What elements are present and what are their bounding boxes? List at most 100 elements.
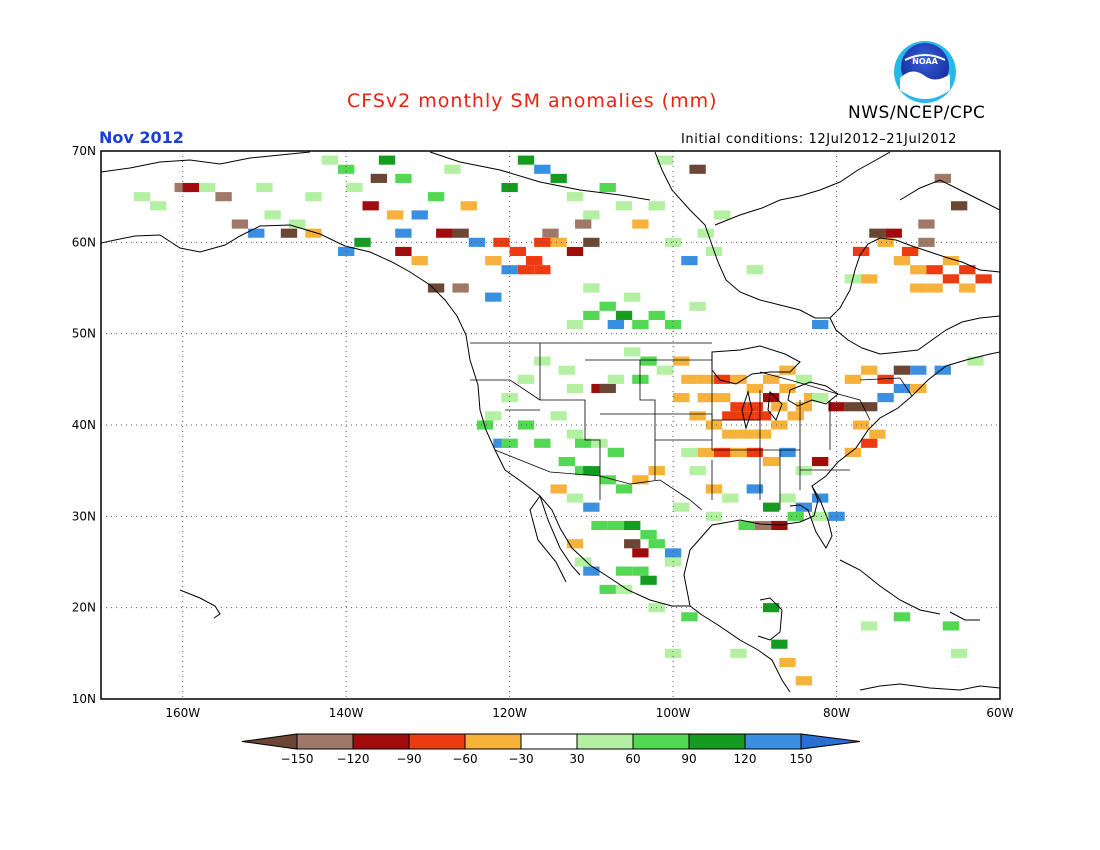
anomaly-cell: [664, 548, 682, 558]
anomaly-cell: [583, 566, 600, 576]
anomaly-cell: [280, 228, 298, 238]
anomaly-cell: [485, 411, 502, 421]
anomaly-cell: [362, 201, 379, 211]
anomaly-cell: [942, 256, 960, 266]
anomaly-cell: [697, 393, 714, 403]
lon-tick-label: 140W: [329, 706, 364, 720]
lon-tick-label: 120W: [492, 706, 527, 720]
legend-swatch: [352, 733, 410, 750]
anomaly-cell: [485, 292, 502, 302]
anomaly-cell: [705, 420, 723, 430]
anomaly-cell: [640, 530, 657, 540]
lat-tick-label: 30N: [72, 509, 96, 523]
anomaly-cell: [861, 621, 878, 631]
anomaly-cell: [150, 201, 167, 211]
legend-swatch: [576, 733, 634, 750]
anomaly-cell: [615, 201, 633, 211]
anomaly-cell: [411, 210, 428, 220]
anomaly-cell: [934, 365, 951, 375]
legend-label: −150: [281, 752, 314, 766]
anomaly-cell: [713, 447, 731, 457]
anomaly-cell: [910, 265, 927, 275]
anomaly-cell: [525, 256, 543, 266]
anomaly-cell: [615, 584, 633, 594]
legend-label: −30: [508, 752, 533, 766]
color-legend: −150 −120 −90 −60 −30 30 60 90 120 150: [241, 733, 861, 766]
anomaly-cell: [583, 310, 600, 320]
anomaly-cell: [713, 393, 731, 403]
anomaly-cell: [893, 383, 911, 394]
anomaly-cell: [934, 173, 951, 183]
anomaly-cell: [583, 210, 600, 220]
anomaly-cell: [885, 228, 902, 238]
anomaly-cell: [452, 228, 469, 238]
anomaly-cell: [215, 192, 232, 202]
anomaly-cell: [787, 411, 804, 421]
anomaly-cell: [534, 164, 551, 174]
anomaly-cell: [566, 429, 584, 439]
legend-swatch: [408, 733, 466, 750]
legend-label: −60: [452, 752, 477, 766]
lon-tick-label: 80W: [823, 706, 850, 720]
lat-tick-label: 50N: [72, 327, 96, 341]
legend-label: 30: [569, 752, 584, 766]
anomaly-cell: [460, 201, 477, 211]
anomaly-cell: [656, 155, 674, 165]
anomaly-cell: [722, 429, 739, 439]
anomaly-cell: [762, 456, 780, 467]
anomaly-cell: [738, 429, 755, 439]
coastlines: [101, 151, 1000, 693]
anomaly-cell: [730, 402, 747, 412]
anomaly-cell: [501, 265, 518, 275]
anomaly-cell: [754, 411, 772, 421]
anomaly-cell: [746, 484, 763, 494]
anomaly-cell: [656, 365, 674, 375]
anomaly-cell: [762, 502, 780, 512]
anomaly-cell: [583, 466, 600, 476]
lon-tick-label: 100W: [656, 706, 691, 720]
anomaly-cell: [517, 374, 535, 384]
anomaly-cell: [476, 420, 494, 430]
anomaly-cell: [632, 475, 649, 485]
anomaly-cell: [754, 429, 772, 439]
anomaly-cell: [877, 374, 894, 384]
anomaly-cell: [910, 383, 927, 394]
anomaly-cell: [812, 456, 829, 467]
anomaly-cell: [910, 283, 927, 293]
anomaly-cell: [534, 438, 551, 448]
anomaly-cells: [133, 155, 992, 686]
legend-swatch: [464, 733, 522, 750]
anomaly-cell: [452, 283, 469, 293]
anomaly-cell: [762, 374, 780, 384]
lat-tick-label: 70N: [72, 144, 96, 158]
anomaly-cell: [918, 219, 935, 229]
agency-label: NWS/NCEP/CPC: [848, 103, 986, 123]
anomaly-cell: [893, 612, 911, 622]
anomaly-cell: [787, 511, 804, 521]
anomaly-cell: [550, 237, 567, 247]
anomaly-cell: [566, 246, 584, 257]
chart-title: CFSv2 monthly SM anomalies (mm): [347, 90, 718, 112]
anomaly-cell: [640, 575, 657, 585]
anomaly-cell: [607, 447, 625, 457]
anomaly-cell: [411, 256, 428, 266]
anomaly-cell: [599, 475, 616, 485]
anomaly-cell: [893, 256, 911, 266]
anomaly-cell: [517, 420, 535, 430]
anomaly-cell: [779, 657, 796, 668]
anomaly-cell: [607, 520, 625, 531]
political-borders: [470, 342, 913, 511]
anomaly-cell: [648, 466, 665, 476]
anomaly-cell: [861, 402, 878, 412]
anomaly-cell: [427, 192, 445, 202]
anomaly-cell: [182, 182, 200, 193]
anomaly-cell: [583, 502, 600, 512]
anomaly-cell: [632, 219, 649, 229]
anomaly-cell: [615, 310, 633, 320]
anomaly-cell: [632, 566, 649, 576]
anomaly-cell: [795, 676, 813, 686]
anomaly-cell: [231, 219, 249, 229]
anomaly-cell: [607, 374, 625, 384]
anomaly-cell: [624, 347, 641, 357]
